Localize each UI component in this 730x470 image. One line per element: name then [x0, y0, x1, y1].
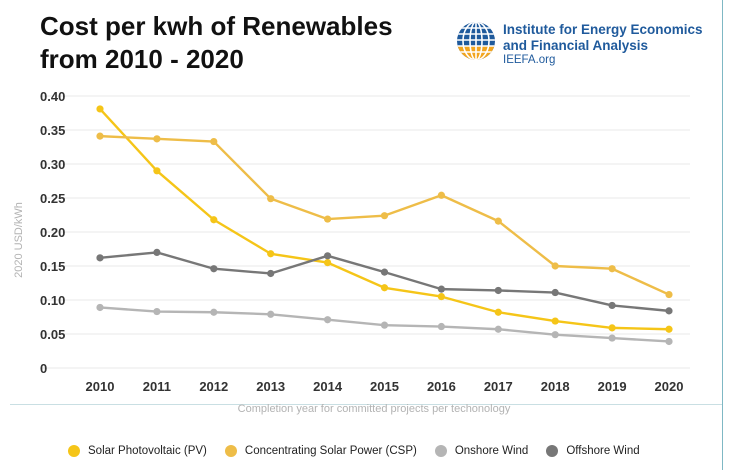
data-point [96, 303, 104, 312]
legend: Solar Photovoltaic (PV) Concentrating Sol… [68, 441, 658, 461]
x-tick-label: 2018 [541, 379, 570, 394]
data-point [324, 259, 332, 267]
globe-icon [457, 22, 495, 60]
data-point [210, 265, 218, 273]
chart-title-line-1: Cost per kwh of Renewables [40, 11, 393, 41]
chart-panel-border [10, 404, 722, 405]
legend-label: Concentrating Solar Power (CSP) [244, 445, 417, 457]
data-point [437, 191, 445, 199]
data-point [380, 212, 389, 220]
data-point [324, 252, 332, 260]
data-point [210, 308, 218, 316]
data-point [608, 334, 616, 342]
legend-swatch [434, 445, 447, 457]
legend-swatch [224, 445, 237, 457]
data-point [608, 301, 616, 310]
logo-name-line-1: Institute for Energy Economics [503, 22, 703, 37]
logo-url: IEEFA.org [503, 54, 556, 66]
line-chart: 00.050.100.150.200.250.300.350.40 2010 20… [13, 89, 690, 415]
legend-item: Solar Photovoltaic (PV) [68, 445, 207, 457]
y-axis-ticks: 0 0.05 0.10 0.15 0.20 0.25 0.30 0.35 0.40 [40, 89, 65, 376]
ieefa-logo: Institute for Energy Economics and Finan… [455, 20, 720, 70]
x-tick-label: 2015 [370, 379, 399, 394]
data-point [494, 308, 502, 316]
data-point [153, 167, 161, 175]
legend-item: Onshore Wind [434, 445, 529, 457]
y-tick-label: 0.20 [40, 225, 65, 240]
legend-swatch [546, 445, 559, 457]
data-point [551, 317, 559, 325]
y-tick-label: 0.15 [40, 259, 65, 274]
data-point [551, 262, 559, 270]
data-point [267, 250, 275, 258]
data-point [665, 337, 673, 346]
x-tick-label: 2019 [598, 379, 627, 394]
x-axis-ticks: 2010 2011 2012 2013 2014 2015 2016 2017 2018 2019… [86, 379, 684, 394]
data-point [210, 137, 218, 146]
x-tick-label: 2012 [199, 379, 228, 394]
data-point [267, 195, 275, 203]
x-axis-title: Completion year for committed projects p… [238, 403, 511, 415]
data-point [494, 217, 502, 225]
x-tick-label: 2020 [655, 379, 684, 394]
y-tick-label: 0.05 [40, 327, 65, 342]
data-point [437, 285, 445, 293]
data-point [210, 216, 218, 224]
data-point [437, 322, 445, 331]
grid-lines [40, 95, 690, 369]
x-tick-label: 2011 [143, 379, 171, 394]
x-tick-label: 2010 [86, 379, 115, 394]
x-tick-label: 2014 [313, 379, 343, 394]
y-tick-label: 0.35 [40, 123, 65, 138]
data-point [494, 286, 502, 295]
data-point [153, 135, 161, 143]
y-axis-title: 2020 USD/kWh [13, 202, 25, 278]
x-tick-label: 2017 [484, 379, 513, 394]
y-tick-label: 0.30 [40, 157, 65, 172]
data-point [665, 307, 673, 315]
data-point [96, 105, 104, 113]
legend-label: Offshore Wind [566, 445, 640, 457]
data-point [267, 269, 275, 278]
y-tick-label: 0.10 [40, 293, 65, 308]
legend-item: Offshore Wind [546, 445, 640, 457]
logo-name-line-2: and Financial Analysis [503, 38, 649, 53]
data-point [608, 324, 616, 332]
chart-title: Cost per kwh of Renewables from 2010 - 2… [40, 10, 440, 76]
data-point [380, 284, 389, 292]
y-tick-label: 0.40 [40, 89, 65, 104]
data-point [551, 331, 559, 339]
data-point [267, 310, 275, 318]
y-tick-label: 0 [40, 361, 47, 376]
legend-swatch [68, 445, 80, 457]
data-point [494, 325, 502, 333]
series-group [96, 105, 673, 346]
frame-border-right [722, 0, 723, 470]
x-tick-label: 2016 [427, 379, 456, 394]
data-point [608, 265, 616, 273]
data-point [324, 215, 332, 223]
chart-title-line-2: from 2010 - 2020 [40, 44, 244, 74]
x-tick-label: 2013 [256, 379, 285, 394]
data-point [665, 290, 673, 299]
data-point [437, 293, 445, 301]
data-point [665, 325, 673, 333]
legend-label: Onshore Wind [454, 445, 529, 457]
data-point [380, 321, 389, 329]
data-point [380, 268, 389, 276]
data-point [153, 307, 161, 316]
y-tick-label: 0.25 [40, 191, 65, 206]
legend-label: Solar Photovoltaic (PV) [88, 445, 207, 457]
data-point [153, 248, 161, 256]
data-point [96, 254, 104, 262]
data-point [551, 288, 559, 297]
data-point [96, 132, 104, 140]
series-line [99, 251, 670, 313]
data-point [324, 316, 332, 324]
legend-item: Concentrating Solar Power (CSP) [224, 445, 417, 457]
